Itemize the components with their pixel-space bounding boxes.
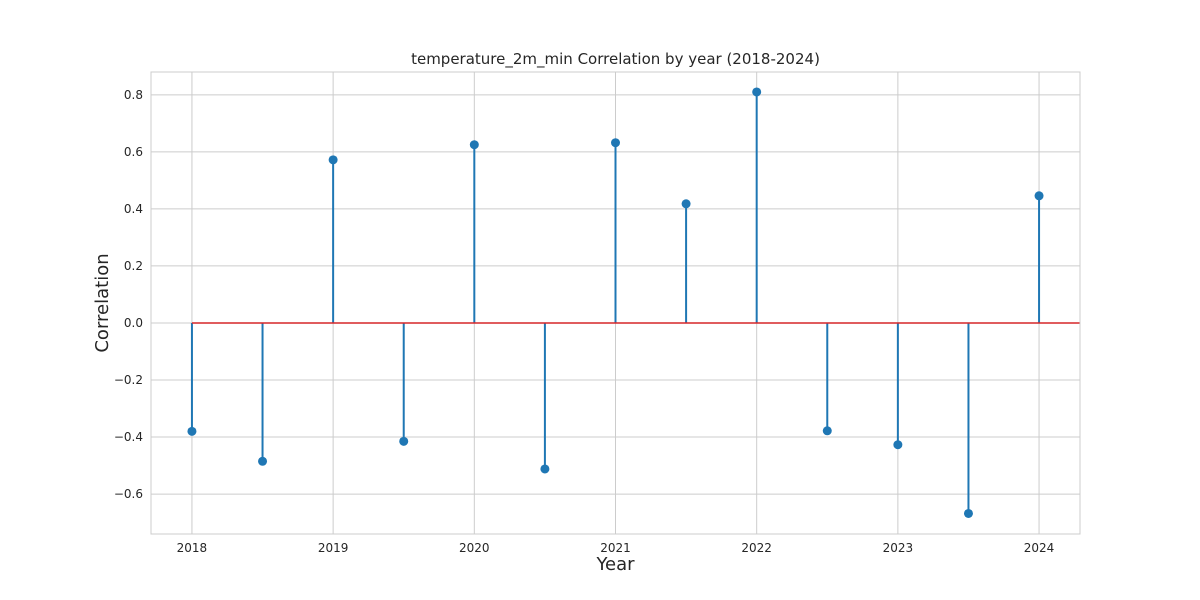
stem-marker (187, 426, 197, 436)
y-tick-labels: 0.8 0.6 0.4 0.2 0.0 −0.2 −0.4 −0.6 (114, 88, 143, 501)
y-tick-label: 0.6 (124, 145, 143, 159)
markers (187, 87, 1044, 518)
y-tick-label: 0.0 (124, 316, 143, 330)
stem-marker (963, 508, 973, 518)
y-tick-label: 0.8 (124, 88, 143, 102)
x-axis-label: Year (595, 554, 635, 575)
y-axis-label: Correlation (92, 253, 113, 352)
y-tick-label: −0.2 (114, 373, 143, 387)
stem-marker (469, 140, 479, 150)
x-tick-label: 2021 (600, 541, 631, 555)
x-tick-labels: 2018 2019 2020 2021 2022 2023 2024 (177, 541, 1055, 555)
stems (190, 91, 1041, 514)
stem-marker (611, 138, 620, 148)
y-tick-label: −0.4 (114, 430, 143, 444)
stem-marker (399, 436, 409, 446)
y-tick-label: 0.2 (124, 259, 143, 273)
x-tick-label: 2019 (318, 541, 349, 555)
chart-title: temperature_2m_min Correlation by year (… (411, 50, 820, 69)
x-tick-label: 2020 (459, 541, 490, 555)
stem-marker (752, 87, 762, 97)
stem-marker (893, 440, 903, 450)
stem-marker (328, 155, 338, 165)
y-tick-label: −0.6 (114, 487, 143, 501)
stem-marker (258, 456, 268, 466)
stem-marker (822, 426, 832, 436)
stem-marker (1034, 191, 1044, 201)
stem-marker (681, 199, 691, 209)
stem-marker (540, 464, 550, 474)
x-tick-label: 2024 (1024, 541, 1055, 555)
plot-frame (150, 71, 1081, 535)
x-tick-label: 2023 (883, 541, 914, 555)
x-tick-label: 2018 (177, 541, 208, 555)
y-tick-label: 0.4 (124, 202, 143, 216)
x-tick-label: 2022 (741, 541, 772, 555)
